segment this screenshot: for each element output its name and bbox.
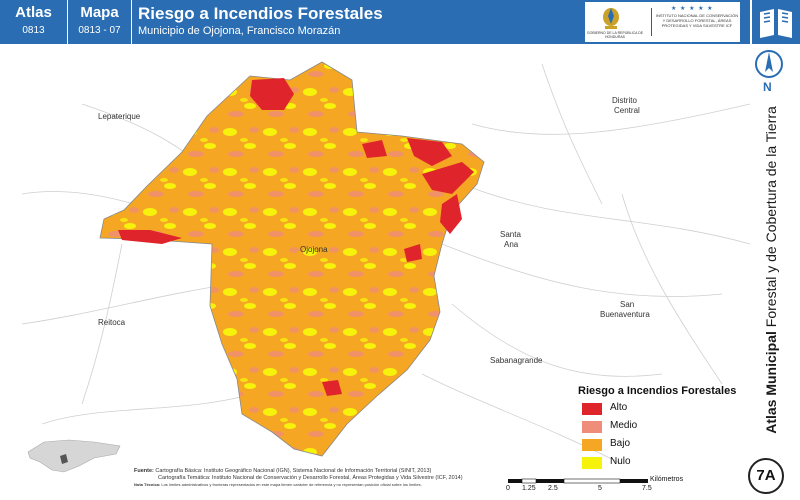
side-title: Atlas Municipal Forestal y de Cobertura … [752,90,790,450]
map-svg [21,61,751,465]
map-canvas [21,44,751,480]
place-ojojona: Ojojona [300,245,328,254]
atlas-block: Atlas 0813 [0,0,68,44]
scale-tick-1: 1.25 [522,485,536,492]
atlas-code: 0813 [22,25,45,36]
legend-swatch-alto [582,403,602,415]
scale-bar-graphic [508,478,648,484]
north-arrow-icon [755,50,783,78]
logo-divider [651,8,652,36]
place-reitoca: Reitoca [98,318,126,327]
scale-bar: 0 1.25 2.5 5 7.5 Kilómetros [500,474,710,498]
place-san-buenaventura-line1: San [620,300,635,309]
header-bar: Atlas 0813 Mapa 0813 - 07 Riesgo a Incen… [0,0,750,44]
atlas-label: Atlas [15,4,52,21]
legend-swatch-bajo [582,439,602,451]
place-sabanagrande: Sabanagrande [490,356,543,365]
legend-label-alto: Alto [610,402,628,413]
honduras-seal-icon [603,8,619,29]
icf-stars: ★ ★ ★ ★ ★ [671,6,714,12]
legend-item-medio: Medio [578,419,748,435]
place-santa-ana-line1: Santa [500,230,521,239]
sources-line2: Cartografía Temática: Instituto Nacional… [158,474,463,481]
note-text: Los límites administrativos y fronteras … [161,482,422,487]
place-lepaterique: Lepaterique [98,112,141,121]
sources-line1: Cartografía Básica: Instituto Geográfico… [155,468,432,474]
sources: Fuente: Cartografía Básica: Instituto Ge… [134,468,494,487]
scale-tick-0: 0 [506,485,510,492]
place-distrito-central-line2: Central [614,106,640,115]
legend-item-alto: Alto [578,401,748,417]
place-san-buenaventura-line2: Buenaventura [600,310,650,319]
legend-swatch-nulo [582,457,602,469]
legend-label-nulo: Nulo [610,456,631,467]
note-label: Nota Técnica: [134,482,161,487]
scale-tick-2: 2.5 [548,485,558,492]
alto-patches [118,78,474,396]
legend-label-bajo: Bajo [610,438,631,449]
mapa-code: 0813 - 07 [78,25,121,36]
legend-item-nulo: Nulo [578,455,748,471]
legend: Riesgo a Incendios Forestales Alto Medio… [578,385,748,473]
map-subtitle: Municipio de Ojojona, Francisco Morazán [138,25,341,37]
mapa-label: Mapa [80,4,119,21]
scale-tick-4: 7.5 [642,485,652,492]
legend-title: Riesgo a Incendios Forestales [578,385,737,397]
icf-text: INSTITUTO NACIONAL DE CONSERVACIÓN Y DES… [655,13,739,28]
scale-unit: Kilómetros [650,476,684,483]
legend-item-bajo: Bajo [578,437,748,453]
side-title-bold: Atlas Municipal [763,331,779,434]
gov-caption: GOBIERNO DE LA REPÚBLICA DE HONDURAS [586,31,644,39]
mapa-block: Mapa 0813 - 07 [68,0,132,44]
sources-label: Fuente: [134,468,154,474]
logos: GOBIERNO DE LA REPÚBLICA DE HONDURAS ★ ★… [585,2,740,42]
side-title-normal: Forestal y de Cobertura de la Tierra [763,106,779,332]
place-santa-ana-line2: Ana [504,240,519,249]
municipality-ojojona [99,61,485,457]
honduras-inset-map [27,439,121,473]
map-title: Riesgo a Incendios Forestales [138,4,383,23]
place-distrito-central-line1: Distrito [612,96,637,105]
legend-label-medio: Medio [610,420,638,431]
scale-tick-3: 5 [598,485,602,492]
book-icon [752,0,800,44]
legend-swatch-medio [582,421,602,433]
north-label: N [763,80,772,94]
map-badge: 7A [748,458,784,494]
